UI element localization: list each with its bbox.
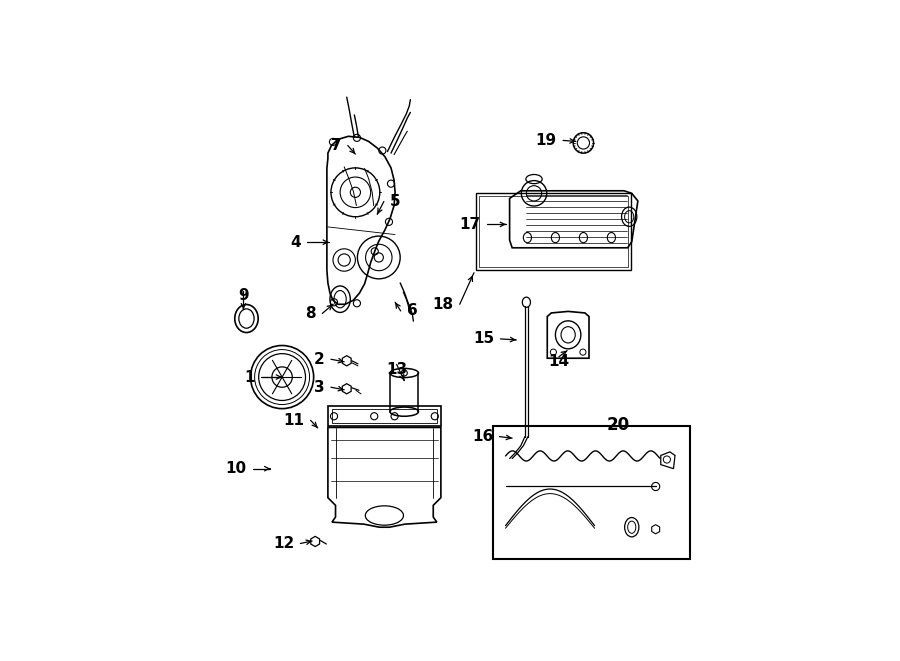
- Text: 11: 11: [284, 413, 304, 428]
- Text: 12: 12: [273, 536, 294, 551]
- Text: 1: 1: [245, 369, 255, 385]
- Text: 17: 17: [460, 217, 481, 232]
- Text: 10: 10: [225, 461, 247, 476]
- Text: 13: 13: [386, 362, 407, 377]
- Bar: [479, 196, 627, 267]
- Bar: [493, 426, 690, 559]
- Text: 14: 14: [548, 354, 570, 369]
- Text: 19: 19: [536, 133, 557, 148]
- Text: 7: 7: [331, 138, 342, 153]
- Bar: [328, 406, 441, 426]
- Text: 15: 15: [473, 331, 494, 346]
- Text: 18: 18: [433, 297, 454, 312]
- Text: 3: 3: [314, 380, 325, 395]
- Text: 5: 5: [390, 194, 400, 209]
- Bar: [475, 193, 631, 270]
- Text: 8: 8: [306, 306, 316, 321]
- Bar: [332, 409, 436, 424]
- Text: 2: 2: [314, 352, 325, 367]
- Text: 16: 16: [472, 429, 493, 444]
- Text: 6: 6: [407, 303, 418, 319]
- Text: 20: 20: [607, 416, 630, 434]
- Text: 4: 4: [291, 235, 301, 250]
- Text: 9: 9: [238, 288, 248, 303]
